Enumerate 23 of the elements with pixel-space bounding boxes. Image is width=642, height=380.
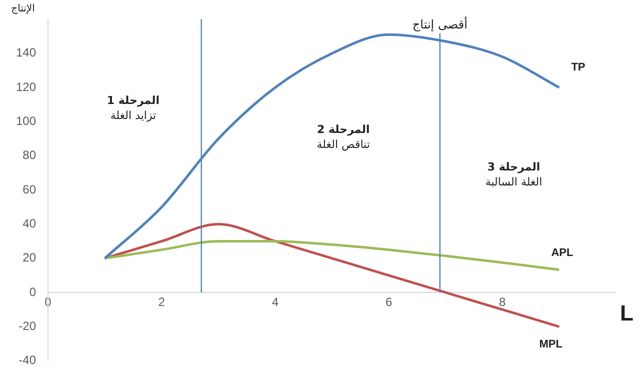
y-tick-label: 80 bbox=[22, 148, 36, 162]
x-tick-label: 8 bbox=[499, 294, 506, 309]
annotation: المرحلة 3 الغلة السالبة bbox=[485, 160, 542, 189]
y-tick-label: 40 bbox=[22, 216, 36, 230]
series-label: APL bbox=[551, 246, 574, 259]
y-tick-label: -20 bbox=[18, 318, 36, 333]
y-tick-label: 140 bbox=[16, 46, 36, 60]
y-tick-label: 100 bbox=[16, 114, 36, 128]
x-tick-label: 2 bbox=[158, 294, 166, 309]
y-tick-label: -40 bbox=[18, 353, 36, 368]
series-label: MPL bbox=[539, 338, 563, 351]
ref-line-label: أقصى إنتاج bbox=[412, 16, 468, 32]
y-axis-title: الإنتاج bbox=[11, 4, 35, 15]
x-tick-label: 6 bbox=[385, 294, 392, 309]
x-tick-label: 4 bbox=[272, 294, 279, 309]
x-axis-title: L bbox=[620, 300, 634, 326]
annotation: المرحلة 2 تناقص الغلة bbox=[316, 123, 370, 152]
y-tick-label: 20 bbox=[22, 250, 36, 265]
y-tick-label: 120 bbox=[16, 80, 36, 94]
annotation: المرحلة 1 تزايد الغلة bbox=[106, 94, 160, 122]
y-tick-label: 0 bbox=[29, 284, 36, 299]
y-tick-label: 60 bbox=[22, 182, 36, 196]
series-label: TP bbox=[571, 62, 586, 74]
